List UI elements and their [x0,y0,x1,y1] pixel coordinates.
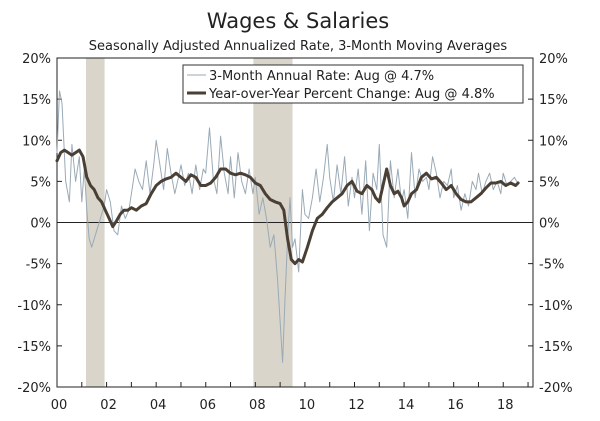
legend: 3-Month Annual Rate: Aug @ 4.7% Year-ove… [182,64,524,104]
y-tick-label-right: -10% [539,299,573,314]
y-tick-label-left: 15% [22,93,51,108]
x-tick-label: 10 [299,398,316,413]
legend-box [182,64,524,104]
y-tick-label-left: 0% [30,217,51,232]
x-tick-label: 12 [348,398,365,413]
legend-label-year-over-year: Year-over-Year Percent Change: Aug @ 4.8… [208,87,495,102]
y-tick-label-left: -15% [17,340,51,355]
x-tick-label: 02 [100,398,117,413]
x-tick-label: 08 [249,398,266,413]
x-tick-label: 04 [150,398,167,413]
y-tick-label-left: -10% [17,299,51,314]
y-tick-label-right: -15% [539,340,573,355]
y-tick-label-right: 5% [539,175,560,190]
x-tick-label: 00 [51,398,68,413]
axes: -20% -20% -15% -15% -10% -10% -5% -5% 0% 0% 5% 5% 10… [17,52,572,413]
y-tick-label-right: 15% [539,93,568,108]
y-tick-label-left: 5% [30,175,51,190]
chart-title: Wages & Salaries [207,9,389,33]
y-tick-label-left: 20% [22,52,51,67]
x-tick-label: 14 [398,398,415,413]
series-line-year-over-year [55,148,520,266]
y-tick-label-left: 10% [22,134,51,149]
y-tick-label-right: -5% [539,258,564,273]
y-tick-label-left: -20% [17,381,51,396]
y-tick-label-right: 20% [539,52,568,67]
y-tick-label-left: -5% [26,258,51,273]
y-tick-label-right: 10% [539,134,568,149]
y-tick-label-right: -20% [539,381,573,396]
chart-subtitle: Seasonally Adjusted Annualized Rate, 3-M… [89,39,508,54]
x-tick-label: 06 [199,398,216,413]
series-line-3-month-rate [56,90,519,363]
series-layer [55,90,520,363]
y-tick-label-right: 0% [539,217,560,232]
legend-label-3-month-rate: 3-Month Annual Rate: Aug @ 4.7% [209,69,434,84]
x-tick-label: 16 [447,398,464,413]
x-tick-label: 18 [497,398,514,413]
